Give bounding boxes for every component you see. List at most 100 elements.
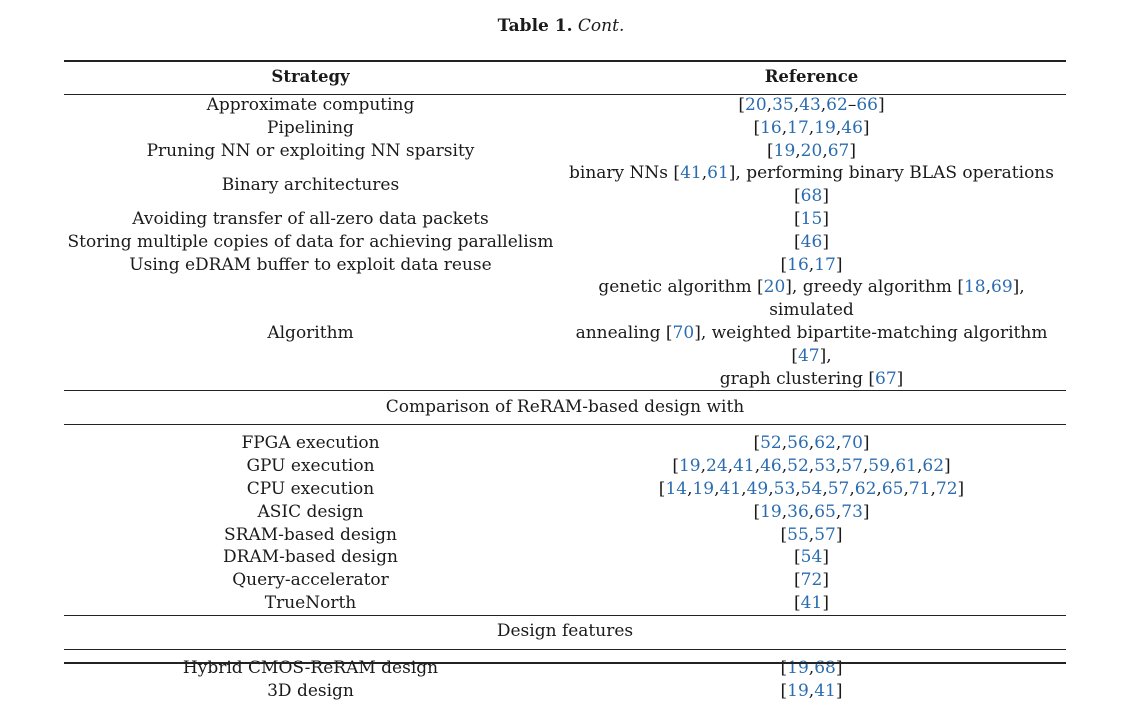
reference-text: – bbox=[847, 95, 857, 115]
citation-link[interactable]: 65 bbox=[881, 478, 904, 499]
citation-link[interactable]: 36 bbox=[787, 501, 809, 522]
table-row: Binary architectures binary NNs [41,61], … bbox=[64, 162, 1066, 208]
citation-link[interactable]: 62 bbox=[922, 456, 945, 477]
citation-link[interactable]: 20 bbox=[745, 95, 767, 115]
citation-link[interactable]: 57 bbox=[814, 524, 836, 545]
citation-link[interactable]: 18 bbox=[963, 277, 986, 298]
citation-link[interactable]: 69 bbox=[991, 277, 1013, 298]
citation-link[interactable]: 41 bbox=[719, 478, 742, 499]
citation-link[interactable]: 62 bbox=[814, 433, 836, 454]
citation-link[interactable]: 54 bbox=[800, 478, 823, 499]
strategy-cell: Approximate computing bbox=[206, 95, 415, 115]
strategy-cell: Using eDRAM buffer to exploit data reuse bbox=[129, 254, 492, 275]
reference-text: , bbox=[808, 254, 815, 275]
citation-link[interactable]: 20 bbox=[800, 140, 823, 161]
citation-link[interactable]: 41 bbox=[814, 680, 836, 701]
reference-text: ] bbox=[822, 570, 829, 591]
citation-link[interactable]: 55 bbox=[787, 524, 809, 545]
section-title: Design features bbox=[496, 621, 634, 642]
reference-cell: [14,19,41,49,53,54,57,62,65,71,72] bbox=[557, 478, 1066, 501]
reference-text: , bbox=[754, 456, 761, 477]
citation-link[interactable]: 54 bbox=[800, 547, 823, 568]
reference-cell: genetic algorithm [20], greedy algorithm… bbox=[557, 276, 1066, 390]
group-spacer bbox=[64, 424, 1066, 432]
citation-link[interactable]: 52 bbox=[787, 456, 809, 477]
citation-link[interactable]: 70 bbox=[672, 322, 695, 343]
reference-text: ], greedy algorithm [ bbox=[785, 277, 964, 298]
reference-cell: [16,17] bbox=[557, 254, 1066, 277]
citation-link[interactable]: 17 bbox=[787, 117, 809, 138]
table-row: Query-accelerator [72] bbox=[64, 569, 1066, 592]
reference-text: , bbox=[795, 140, 801, 161]
citation-link[interactable]: 61 bbox=[707, 163, 729, 184]
strategy-cell: FPGA execution bbox=[241, 433, 380, 454]
citation-link[interactable]: 72 bbox=[935, 478, 958, 499]
reference-text: [ bbox=[753, 501, 761, 522]
reference-text: genetic algorithm [ bbox=[598, 277, 764, 298]
reference-text: ] bbox=[822, 186, 829, 207]
citation-link[interactable]: 59 bbox=[868, 456, 890, 477]
citation-link[interactable]: 19 bbox=[760, 501, 782, 522]
citation-link[interactable]: 46 bbox=[760, 456, 782, 477]
citation-link[interactable]: 53 bbox=[814, 456, 836, 477]
citation-link[interactable]: 46 bbox=[841, 117, 863, 138]
citation-link[interactable]: 43 bbox=[799, 95, 821, 115]
reference-text: , bbox=[727, 456, 734, 477]
citation-link[interactable]: 19 bbox=[773, 140, 796, 161]
citation-link[interactable]: 72 bbox=[800, 570, 823, 591]
citation-link[interactable]: 53 bbox=[773, 478, 796, 499]
citation-link[interactable]: 62 bbox=[826, 95, 848, 115]
citation-link[interactable]: 71 bbox=[908, 478, 931, 499]
citation-link[interactable]: 49 bbox=[746, 478, 769, 499]
citation-link[interactable]: 24 bbox=[706, 456, 728, 477]
citation-link[interactable]: 57 bbox=[827, 478, 850, 499]
citation-link[interactable]: 19 bbox=[787, 657, 809, 678]
citation-link[interactable]: 65 bbox=[814, 501, 836, 522]
section-header-row: Comparison of ReRAM-based design with bbox=[64, 390, 1066, 424]
citation-link[interactable]: 41 bbox=[680, 163, 702, 184]
reference-text: , bbox=[808, 501, 815, 522]
citation-link[interactable]: 67 bbox=[875, 368, 897, 389]
citation-link[interactable]: 16 bbox=[787, 254, 809, 275]
table-row: DRAM-based design [54] bbox=[64, 546, 1066, 569]
citation-link[interactable]: 35 bbox=[772, 95, 794, 115]
citation-link[interactable]: 57 bbox=[841, 456, 863, 477]
header-row: Strategy Reference bbox=[64, 60, 1066, 94]
citation-link[interactable]: 62 bbox=[854, 478, 877, 499]
citation-link[interactable]: 19 bbox=[814, 117, 836, 138]
strategy-cell: Algorithm bbox=[267, 322, 354, 343]
reference-text: [ bbox=[753, 433, 761, 454]
citation-link[interactable]: 15 bbox=[800, 208, 823, 229]
citation-link[interactable]: 19 bbox=[787, 680, 809, 701]
table-row: Pipelining [16,17,19,46] bbox=[64, 117, 1066, 140]
reference-text: ] bbox=[896, 368, 904, 389]
citation-link[interactable]: 73 bbox=[841, 501, 863, 522]
citation-link[interactable]: 52 bbox=[760, 433, 782, 454]
citation-link[interactable]: 41 bbox=[733, 456, 755, 477]
reference-text: , bbox=[835, 117, 842, 138]
citation-link[interactable]: 67 bbox=[827, 140, 850, 161]
citation-link[interactable]: 17 bbox=[814, 254, 836, 275]
reference-text: [ bbox=[794, 547, 801, 568]
table-row: TrueNorth [41] bbox=[64, 592, 1066, 615]
citation-link[interactable]: 19 bbox=[692, 478, 715, 499]
citation-link[interactable]: 61 bbox=[895, 456, 917, 477]
reference-text: annealing [ bbox=[575, 322, 673, 343]
citation-link[interactable]: 14 bbox=[665, 478, 688, 499]
citation-link[interactable]: 47 bbox=[797, 345, 820, 366]
citation-link[interactable]: 19 bbox=[678, 456, 701, 477]
citation-link[interactable]: 68 bbox=[814, 657, 836, 678]
citation-link[interactable]: 68 bbox=[800, 186, 823, 207]
citation-link[interactable]: 20 bbox=[763, 277, 786, 298]
citation-link[interactable]: 56 bbox=[787, 433, 809, 454]
reference-text: , bbox=[808, 456, 815, 477]
citation-link[interactable]: 16 bbox=[760, 117, 782, 138]
citation-link[interactable]: 46 bbox=[800, 231, 823, 252]
citation-link[interactable]: 41 bbox=[800, 592, 823, 613]
reference-text: [ bbox=[780, 524, 788, 545]
citation-link[interactable]: 70 bbox=[841, 433, 863, 454]
reference-text: , bbox=[822, 478, 828, 499]
reference-text: ] bbox=[835, 680, 843, 701]
citation-link[interactable]: 66 bbox=[856, 95, 878, 115]
strategy-cell: DRAM-based design bbox=[223, 547, 398, 568]
